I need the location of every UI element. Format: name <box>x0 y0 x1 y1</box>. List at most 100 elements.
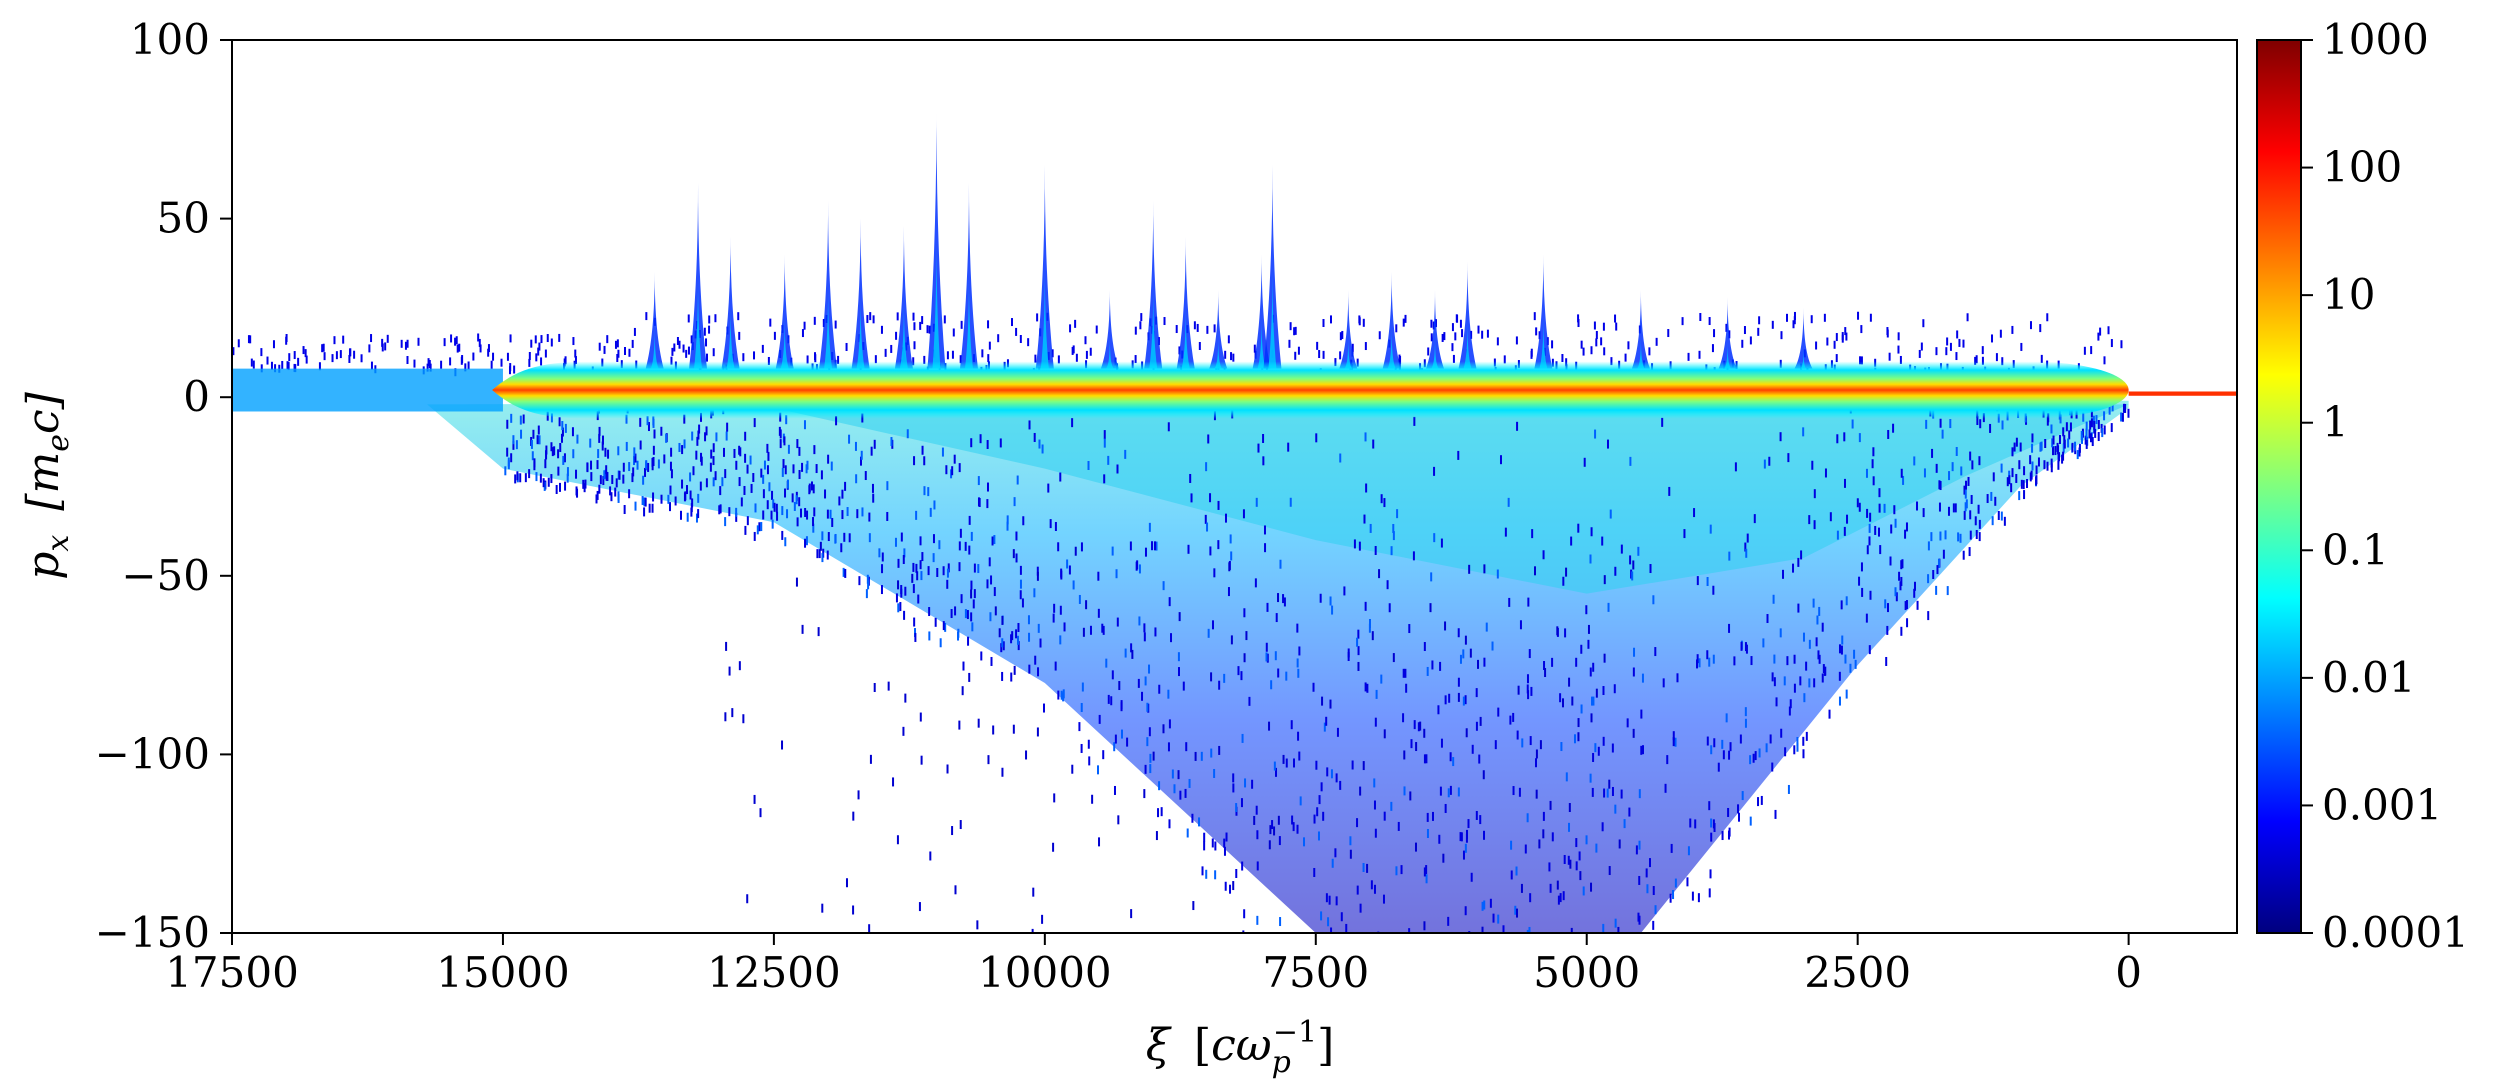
scatter-point <box>2011 325 2014 334</box>
momentum-spike-core <box>932 240 941 369</box>
scatter-point <box>990 656 993 666</box>
scatter-point <box>305 355 308 364</box>
scatter-point <box>946 579 949 589</box>
scatter-point <box>1551 657 1554 667</box>
scatter-point <box>1542 811 1545 821</box>
scatter-point <box>2031 461 2034 471</box>
scatter-point <box>1975 529 1978 539</box>
scatter-point <box>1433 466 1436 476</box>
scatter-point <box>1652 595 1655 605</box>
scatter-point <box>1356 885 1359 895</box>
scatter-point <box>1803 693 1806 703</box>
scatter-point <box>538 342 541 351</box>
scatter-point <box>771 519 774 529</box>
scatter-point <box>510 453 513 463</box>
scatter-point <box>633 456 636 466</box>
scatter-point <box>1329 596 1332 606</box>
scatter-point <box>827 454 830 464</box>
scatter-point <box>1339 332 1342 341</box>
scatter-point <box>537 425 540 435</box>
scatter-point <box>1856 498 1859 508</box>
scatter-point <box>1134 326 1137 335</box>
scatter-point <box>1232 773 1235 783</box>
y-tick-label: 0 <box>183 372 210 421</box>
scatter-point <box>1423 728 1426 738</box>
scatter-point <box>1535 789 1538 799</box>
scatter-point <box>535 472 538 482</box>
scatter-point <box>1960 466 1963 476</box>
scatter-point <box>1955 352 1958 361</box>
scatter-point <box>1170 633 1173 643</box>
scatter-point <box>1111 546 1114 556</box>
scatter-point <box>1865 468 1868 478</box>
scatter-point <box>1232 881 1235 891</box>
scatter-point <box>1894 587 1897 597</box>
scatter-point <box>1457 787 1460 797</box>
scatter-point <box>911 573 914 583</box>
scatter-point <box>1177 652 1180 662</box>
scatter-point <box>1575 838 1578 848</box>
scatter-point <box>1097 571 1100 581</box>
scatter-point <box>322 343 325 352</box>
scatter-point <box>1551 340 1554 349</box>
scatter-point <box>1773 654 1776 664</box>
scatter-point <box>1229 884 1232 894</box>
y-tick-label: −100 <box>95 729 210 778</box>
scatter-point <box>1956 330 1959 339</box>
scatter-point <box>1667 329 1670 338</box>
momentum-spike-core <box>1539 318 1548 369</box>
x-label-unit: cω <box>1211 1020 1272 1071</box>
scatter-point <box>1203 832 1206 842</box>
momentum-spike-core <box>1181 308 1190 369</box>
scatter-point <box>1766 614 1769 624</box>
scatter-point <box>643 507 646 517</box>
scatter-point <box>1084 336 1087 345</box>
scatter-point <box>603 345 606 354</box>
scatter-point <box>1524 844 1527 854</box>
scatter-point <box>1483 657 1486 667</box>
scatter-point <box>1811 460 1814 470</box>
scatter-point <box>2015 437 2018 447</box>
scatter-point <box>1587 624 1590 634</box>
scatter-point <box>845 342 848 351</box>
scatter-point <box>725 431 728 441</box>
colorbar-tick-label: 0.001 <box>2322 780 2442 829</box>
scatter-point <box>758 522 761 532</box>
scatter-point <box>1425 874 1428 884</box>
scatter-point <box>1452 354 1455 363</box>
scatter-point <box>1081 682 1084 692</box>
scatter-point <box>1143 623 1146 633</box>
scatter-point <box>1149 753 1152 763</box>
scatter-point <box>487 348 490 357</box>
scatter-point <box>756 525 759 535</box>
scatter-point <box>1757 797 1760 807</box>
scatter-point <box>2046 313 2049 322</box>
scatter-point <box>1192 901 1195 911</box>
scatter-point <box>1255 497 1258 507</box>
scatter-point <box>1151 541 1154 551</box>
momentum-spike <box>1263 165 1282 369</box>
scatter-point <box>1006 515 1009 525</box>
scatter-point <box>932 534 935 544</box>
scatter-point <box>2043 460 2046 470</box>
scatter-point <box>724 517 727 527</box>
scatter-point <box>646 416 649 426</box>
scatter-point <box>1563 854 1566 864</box>
scatter-point <box>2023 490 2026 500</box>
scatter-point <box>1353 539 1356 549</box>
scatter-point <box>2108 405 2111 415</box>
scatter-point <box>1071 764 1074 774</box>
momentum-spike <box>851 218 870 369</box>
scatter-point <box>574 356 577 365</box>
scatter-point <box>1402 318 1405 327</box>
scatter-point <box>644 497 647 507</box>
scatter-point <box>1015 629 1018 639</box>
scatter-point <box>342 335 345 344</box>
scatter-point <box>1516 730 1519 740</box>
scatter-point <box>1179 790 1182 800</box>
scatter-point <box>623 505 626 515</box>
scatter-point <box>1475 721 1478 731</box>
scatter-point <box>742 353 745 362</box>
scatter-point <box>1826 337 1829 346</box>
scatter-point <box>805 536 808 546</box>
